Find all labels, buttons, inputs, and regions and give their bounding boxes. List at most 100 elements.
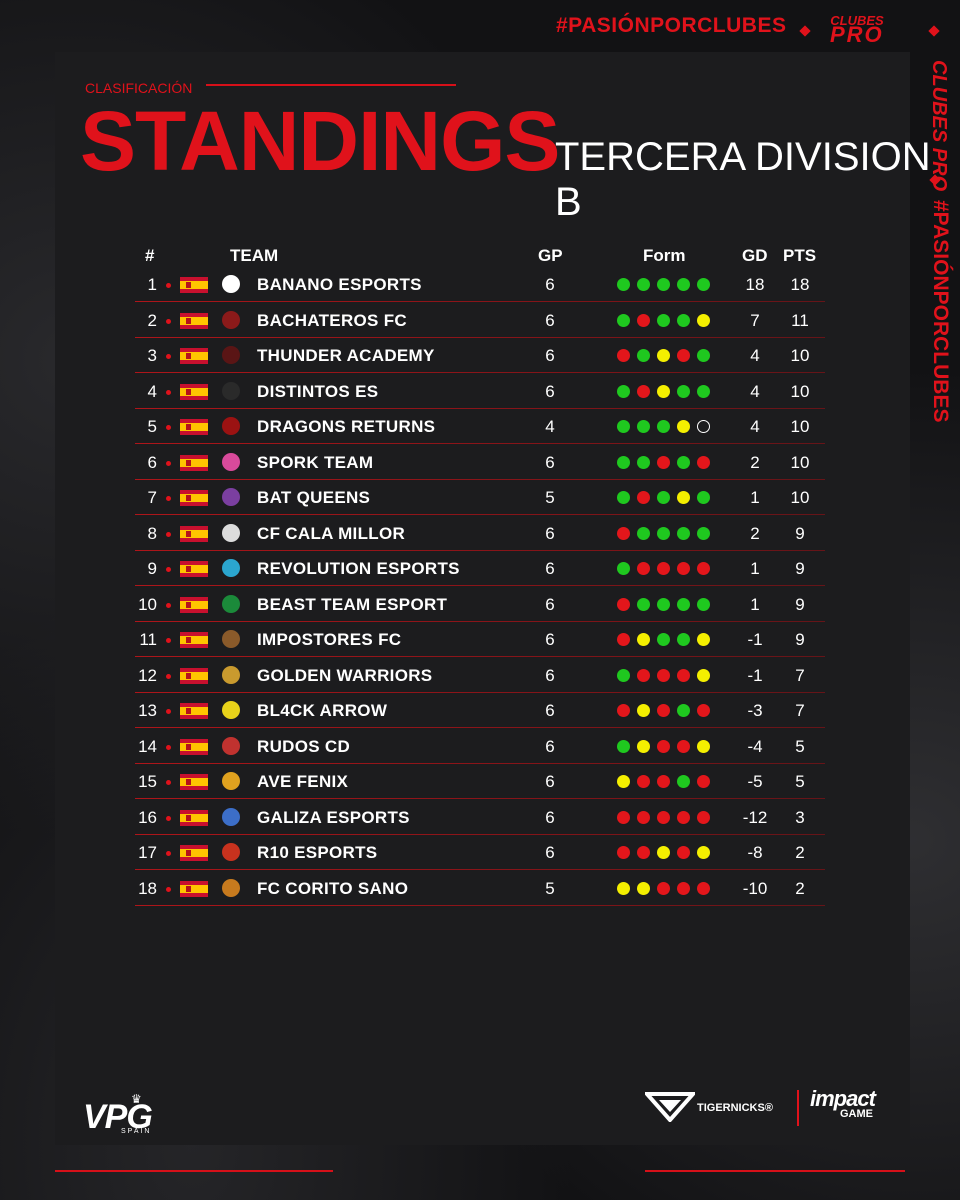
- form-dot-win: [677, 775, 690, 788]
- form-dot-win: [677, 278, 690, 291]
- form-indicator: [617, 420, 717, 434]
- team-name: FC CORITO SANO: [257, 878, 409, 898]
- rank-cell: 11: [139, 630, 157, 649]
- form-dot-loss: [617, 597, 630, 611]
- impact-text: impact: [810, 1086, 876, 1111]
- form-dot-win: [637, 597, 650, 611]
- team-logo-icon: [222, 736, 240, 755]
- brand-line1: CLUBES: [830, 13, 884, 28]
- goal-difference: -10: [742, 878, 768, 898]
- row-dot: [166, 354, 171, 359]
- spain-flag-icon: [180, 632, 208, 648]
- games-played: 5: [545, 878, 555, 898]
- form-indicator: [617, 881, 717, 896]
- header-rank: #: [145, 246, 155, 265]
- rank-cell: 17: [138, 843, 157, 862]
- table-row: 9 REVOLUTION ESPORTS 6 1 9: [135, 551, 825, 586]
- form-dot-win: [697, 597, 710, 611]
- row-dot: [166, 815, 171, 821]
- rank-cell: 5: [147, 417, 157, 436]
- row-separator: [135, 514, 825, 515]
- table-row: 12 GOLDEN WARRIORS 6 -1 7: [135, 658, 825, 693]
- form-dot-loss: [657, 704, 670, 717]
- clubes-pro-logo: CLUBES PRO: [830, 13, 884, 46]
- form-dot-loss: [637, 491, 650, 504]
- row-separator: [135, 478, 825, 480]
- rank-cell: 8: [147, 523, 157, 543]
- form-dot-loss: [697, 881, 710, 895]
- form-dot-draw: [637, 881, 650, 895]
- rank-cell: 6: [147, 452, 157, 472]
- form-dot-win: [617, 384, 630, 398]
- bottom-line-right: [645, 1170, 905, 1172]
- games-played: 6: [545, 310, 555, 330]
- form-dot-win: [697, 349, 710, 362]
- form-dot-win: [617, 562, 630, 575]
- games-played: 6: [545, 736, 555, 756]
- spain-flag-icon: [180, 490, 208, 506]
- goal-difference: 4: [750, 346, 760, 365]
- form-dot-loss: [657, 668, 670, 682]
- side-hashtag: #PASIÓNPORCLUBES: [920, 200, 952, 440]
- header-gp: GP: [538, 246, 563, 265]
- form-indicator: [617, 775, 717, 789]
- form-dot-loss: [617, 633, 630, 646]
- form-dot-loss: [637, 384, 650, 398]
- form-dot-draw: [677, 420, 690, 433]
- games-played: 6: [545, 381, 555, 401]
- form-dot-draw: [657, 349, 670, 362]
- points: 10: [790, 346, 810, 365]
- points: 5: [795, 736, 805, 756]
- points: 9: [795, 523, 805, 543]
- row-dot: [166, 425, 171, 430]
- team-name: BEAST TEAM ESPORT: [257, 594, 448, 614]
- form-dot-loss: [637, 313, 650, 327]
- team-logo-icon: [222, 878, 240, 897]
- form-dot-draw: [697, 739, 710, 753]
- form-dot-draw: [697, 668, 710, 682]
- form-indicator: [617, 633, 717, 647]
- team-name: R10 ESPORTS: [257, 843, 378, 862]
- form-indicator: [617, 810, 717, 825]
- rank-cell: 9: [147, 559, 157, 578]
- games-played: 5: [545, 488, 555, 507]
- spain-flag-icon: [180, 419, 208, 435]
- row-separator: [135, 833, 825, 835]
- row-separator: [135, 656, 825, 657]
- form-dot-win: [637, 278, 650, 291]
- rank-cell: 12: [138, 665, 157, 685]
- form-dot-loss: [697, 455, 710, 469]
- table-row: 14 RUDOS CD 6 -4 5: [135, 729, 825, 764]
- rank-cell: 10: [138, 594, 157, 614]
- points: 9: [795, 594, 805, 614]
- form-dot-loss: [617, 810, 630, 824]
- goal-difference: -5: [747, 772, 763, 791]
- form-dot-loss: [637, 668, 650, 682]
- goal-difference: 1: [750, 488, 760, 507]
- rank-cell: 16: [138, 807, 157, 827]
- row-dot: [166, 460, 171, 466]
- form-indicator: [617, 597, 717, 612]
- points: 2: [795, 878, 805, 898]
- form-dot-draw: [657, 846, 670, 859]
- form-dot-loss: [697, 562, 710, 575]
- impact-game-logo: impact GAME: [810, 1086, 876, 1120]
- row-dot: [166, 780, 171, 785]
- table-row: 7 BAT QUEENS 5 1 10: [135, 480, 825, 515]
- table-row: 15 AVE FENIX 6 -5 5: [135, 764, 825, 799]
- row-dot: [166, 283, 171, 288]
- points: 10: [790, 417, 810, 436]
- points: 3: [795, 807, 805, 827]
- row-dot: [166, 531, 171, 537]
- row-dot: [166, 638, 171, 643]
- form-dot-win: [677, 633, 690, 646]
- team-logo-icon: [222, 559, 240, 577]
- goal-difference: 2: [750, 523, 760, 543]
- form-indicator: [617, 349, 717, 363]
- team-logo-icon: [222, 772, 240, 790]
- team-logo-icon: [222, 523, 240, 542]
- points: 9: [795, 630, 805, 649]
- team-name: BACHATEROS FC: [257, 310, 407, 330]
- spain-flag-icon: [180, 454, 208, 471]
- form-dot-win: [697, 384, 710, 398]
